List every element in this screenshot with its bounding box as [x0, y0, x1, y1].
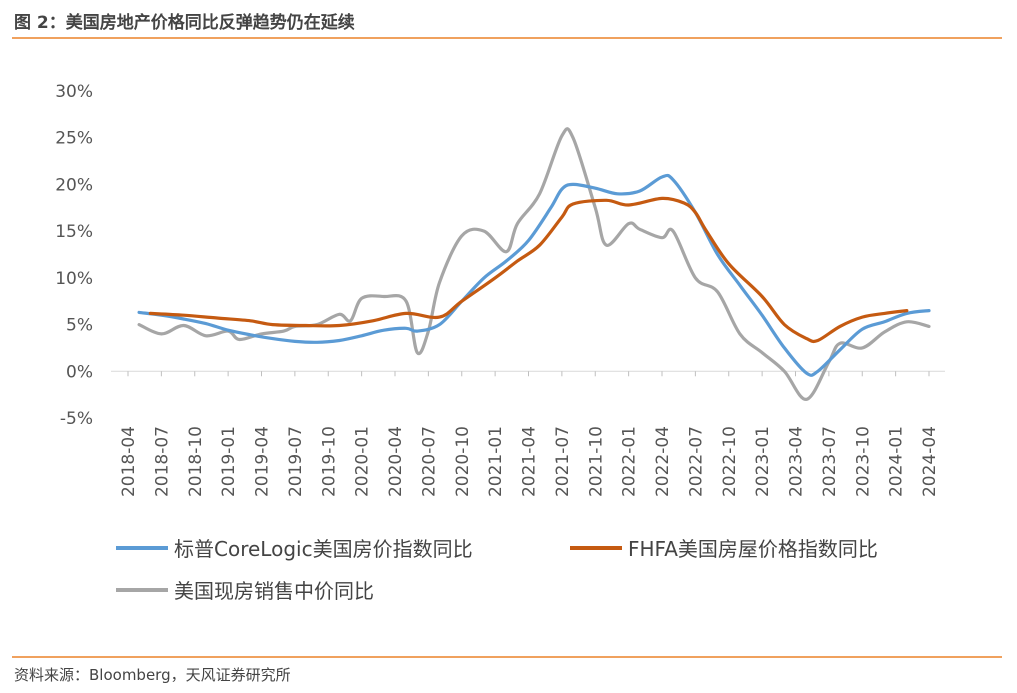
- x-tick-label: 2020-04: [386, 426, 406, 497]
- y-tick-label: 15%: [55, 222, 93, 242]
- x-tick-label: 2018-10: [186, 426, 206, 497]
- x-tick-label: 2021-10: [586, 426, 606, 497]
- plot-background: [0, 40, 1017, 630]
- x-tick-label: 2023-10: [853, 426, 873, 497]
- x-axis-labels: 2018-04 2018-07 2018-10 2019-01 2019-04 2019-…: [119, 426, 940, 497]
- x-tick-label: 2018-04: [119, 426, 139, 497]
- y-tick-label: 25%: [55, 129, 93, 149]
- x-tick-label: 2019-01: [219, 426, 239, 497]
- y-tick-label: 5%: [66, 316, 93, 336]
- x-tick-label: 2023-01: [753, 426, 773, 497]
- x-tick-label: 2024-01: [887, 426, 907, 497]
- series-line-0: [137, 173, 931, 377]
- x-tick-label: 2021-07: [553, 426, 573, 497]
- x-tick-label: 2021-01: [486, 426, 506, 497]
- series-line-2: [137, 127, 931, 401]
- series-lines: [137, 127, 931, 401]
- x-tick-label: 2021-04: [520, 426, 540, 497]
- y-tick-label: 10%: [55, 269, 93, 289]
- series-line-1: [148, 196, 909, 344]
- legend: 标普CoreLogic美国房价指数同比 FHFA美国房屋价格指数同比美国现房销售中…: [116, 537, 878, 603]
- legend-label: 美国现房销售中价同比: [174, 579, 374, 603]
- x-tick-label: 2024-04: [920, 426, 940, 497]
- legend-label: FHFA美国房屋价格指数同比: [628, 537, 878, 561]
- x-tick-label: 2019-07: [286, 426, 306, 497]
- x-tick-label: 2023-07: [820, 426, 840, 497]
- x-tick-label: 2022-07: [686, 426, 706, 497]
- figure-title: 图 2：美国房地产价格同比反弹趋势仍在延续: [14, 13, 355, 33]
- line-chart: 30%25%20%15%10%5%0%-5% 2018-04 2018-07 201…: [0, 40, 1017, 630]
- x-tick-label: 2020-01: [353, 426, 373, 497]
- y-tick-label: 0%: [66, 362, 93, 382]
- x-tick-label: 2022-10: [720, 426, 740, 497]
- source-note: 资料来源：Bloomberg，天风证券研究所: [14, 666, 291, 684]
- legend-label: 标普CoreLogic美国房价指数同比: [174, 537, 473, 561]
- title-divider: [12, 37, 1002, 39]
- x-tick-label: 2019-04: [253, 426, 273, 497]
- footer-divider: [12, 656, 1002, 658]
- x-tick-label: 2018-07: [152, 426, 172, 497]
- x-tick-label: 2020-10: [453, 426, 473, 497]
- x-tick-label: 2023-04: [787, 426, 807, 497]
- x-tick-label: 2022-01: [620, 426, 640, 497]
- y-tick-label: 20%: [55, 175, 93, 195]
- y-axis-labels: 30% 25% 20% 15% 10% 5% 0% -5%: [55, 82, 93, 429]
- x-tick-label: 2019-10: [319, 426, 339, 497]
- x-tick-label: 2020-07: [419, 426, 439, 497]
- y-tick-label: -5%: [60, 409, 93, 429]
- y-tick-label: 30%: [55, 82, 93, 102]
- x-tick-label: 2022-04: [653, 426, 673, 497]
